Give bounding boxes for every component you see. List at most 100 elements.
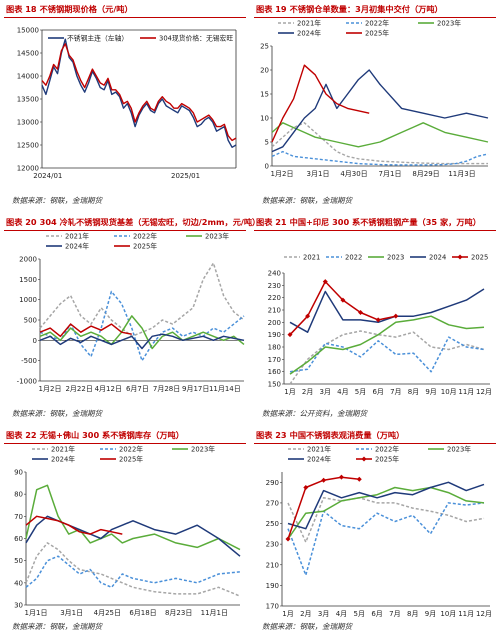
x-tick-label: 11月1日 <box>201 609 228 617</box>
legend-label: 2023年 <box>447 445 471 454</box>
chart-title: 图表 18 不锈钢期现价格（元/吨） <box>6 4 133 14</box>
y-tick-label: 1000 <box>19 296 37 304</box>
y-tick-label: -1000 <box>17 378 37 386</box>
data-point <box>321 477 327 483</box>
series-line <box>25 542 241 597</box>
data-point <box>303 484 309 490</box>
series-line <box>287 476 360 540</box>
x-tick-label: 8月 <box>407 610 418 618</box>
chart-title: 图表 21 中国+印尼 300 系不锈钢粗钢产量（35 家，万吨） <box>256 217 481 227</box>
y-tick-label: 190 <box>268 331 281 339</box>
y-tick-label: 20 <box>260 67 269 75</box>
x-tick-label: 3月 <box>318 610 329 618</box>
legend-label: 2025年 <box>133 242 157 251</box>
x-tick-label: 11月 <box>458 610 474 618</box>
x-tick-label: 5月 <box>354 610 365 618</box>
series-line <box>271 69 489 153</box>
legend-marker <box>361 456 367 462</box>
data-point <box>375 317 381 323</box>
x-tick-label: 1月1日 <box>25 609 48 617</box>
x-tick-label: 8月 <box>408 388 419 396</box>
y-tick-label: 290 <box>266 479 279 487</box>
x-tick-label: 9月 <box>425 388 436 396</box>
title-rule <box>4 17 246 18</box>
legend-label: 304现货价格：无锡宏旺 <box>159 34 233 43</box>
y-tick-label: 0 <box>265 163 269 171</box>
y-tick-label: 170 <box>268 356 281 364</box>
y-tick-label: 13000 <box>17 119 39 127</box>
legend-label: 2025年 <box>119 455 143 464</box>
panel-fig18: 图表 18 不锈钢期现价格（元/吨） 12000 12500 13000 13500 14… <box>0 0 250 212</box>
legend-label: 2025年 <box>365 29 389 38</box>
chart-fig19: 0 5 10 15 20 25 1月2日 3月1日 4月30日 7月1日 8月29日 11月3日 202… <box>260 19 489 178</box>
legend-label: 2024年 <box>297 29 321 38</box>
series-line <box>41 43 237 142</box>
data-point <box>305 313 311 319</box>
x-tick-label: 10月 <box>441 388 457 396</box>
x-tick-label: 7月1日 <box>379 170 402 178</box>
y-tick-label: 500 <box>24 317 37 325</box>
data-point <box>287 332 293 338</box>
series-line <box>25 515 123 535</box>
x-tick-label: 2025/01 <box>171 172 200 180</box>
x-tick-label: 7月 <box>390 388 401 396</box>
y-tick-label: 25 <box>260 43 269 51</box>
y-tick-label: 14000 <box>17 73 39 81</box>
chart-fig22: 30 40 50 60 70 80 90 1月1日 3月1日 4月25日 6月18日 8月23日 11月… <box>14 445 241 617</box>
series-line <box>25 515 241 557</box>
data-point <box>322 279 328 285</box>
series-line <box>271 122 488 165</box>
legend-label: 不锈钢主连（左轴） <box>67 34 128 43</box>
title-rule <box>4 443 246 444</box>
series-line <box>289 315 485 375</box>
series-line <box>39 262 245 338</box>
y-tick-label: 0 <box>33 337 37 345</box>
legend-label: 2021年 <box>65 232 89 241</box>
y-tick-label: 70 <box>14 513 23 521</box>
x-tick-label: 2024/01 <box>33 172 62 180</box>
panel-fig20: 图表 20 304 冷轧不锈钢现货基差（无锡宏旺，切边/2mm，元/吨） -100… <box>0 213 260 425</box>
series-line <box>271 150 489 166</box>
y-tick-label: 10 <box>260 115 269 123</box>
y-tick-label: 200 <box>268 319 281 327</box>
x-tick-label: 9月17日 <box>182 385 209 393</box>
x-tick-label: 11月 <box>458 388 474 396</box>
x-tick-label: 3月1日 <box>307 170 330 178</box>
data-point <box>340 297 346 303</box>
y-tick-label: 240 <box>268 270 281 278</box>
legend-label: 2022 <box>345 254 362 262</box>
x-tick-label: 5月 <box>355 388 366 396</box>
data-point <box>358 309 364 315</box>
legend-label: 2021 <box>303 254 320 262</box>
title-rule <box>254 443 496 444</box>
series-line <box>287 481 485 530</box>
y-tick-label: 230 <box>268 282 281 290</box>
title-rule <box>4 230 246 231</box>
series-line <box>25 555 241 589</box>
y-tick-label: 220 <box>268 294 281 302</box>
series-line <box>287 497 485 543</box>
chart-title: 图表 23 中国不锈钢表观消费量（万吨） <box>256 430 405 440</box>
y-tick-label: 90 <box>14 469 23 477</box>
y-tick-label: 160 <box>268 368 281 376</box>
x-tick-label: 1月 <box>284 388 295 396</box>
y-tick-label: 210 <box>268 307 281 315</box>
chart-fig20: -1000 -500 0 500 1000 1500 2000 1月2日 2月22日 4月12日 6… <box>17 232 245 393</box>
data-point <box>338 474 344 480</box>
x-tick-label: 2月22日 <box>65 385 92 393</box>
x-tick-label: 8月23日 <box>165 609 192 617</box>
x-tick-label: 6月7日 <box>126 385 149 393</box>
x-tick-label: 12月 <box>476 388 492 396</box>
legend-label: 2022年 <box>365 19 389 28</box>
x-tick-label: 8月29日 <box>412 170 439 178</box>
y-tick-label: 14500 <box>17 50 39 58</box>
panel-fig23: 图表 23 中国不锈钢表观消费量（万吨） 170 190 210 230 250 270 29… <box>250 426 500 638</box>
data-point <box>393 313 399 319</box>
y-tick-label: 12000 <box>17 165 39 173</box>
x-tick-label: 11月14日 <box>209 385 241 393</box>
x-tick-label: 6月 <box>372 388 383 396</box>
source-note: 数据来源：钢联，金瑞期货 <box>12 409 102 418</box>
series-line <box>289 336 485 373</box>
legend-label: 2021年 <box>51 445 75 454</box>
y-tick-label: 12500 <box>17 142 39 150</box>
